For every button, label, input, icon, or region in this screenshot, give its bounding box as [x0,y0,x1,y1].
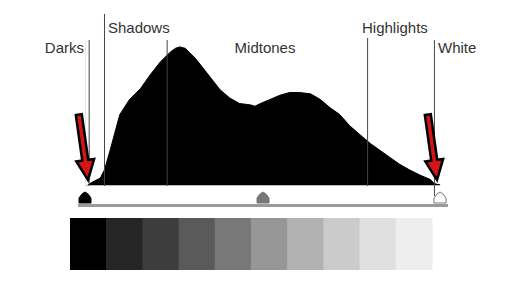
arrows [70,113,446,181]
plot-area [88,47,440,185]
white-point-handle [434,192,446,203]
black-point-handle [79,192,91,203]
boundary-line [167,40,168,186]
grayscale-strip [70,218,433,270]
annotations: Darks Shadows Midtones Highlights White [45,19,477,56]
boundary-line [367,38,368,186]
slider [78,192,448,207]
gray-swatch [142,218,179,270]
midpoint-handle [257,192,269,203]
x-axis-line [86,185,441,186]
boundary-lines [89,14,434,196]
chart-root: Darks Shadows Midtones Highlights White [0,0,530,298]
gray-swatch [106,218,143,270]
gray-swatch [70,218,107,270]
arrow-left [70,113,97,181]
gray-swatch [360,218,397,270]
annotation-label: Midtones [235,39,296,56]
gray-swatch [215,218,252,270]
gray-swatch [179,218,216,270]
x-axis [86,185,441,186]
gray-swatch [396,218,433,270]
annotation-label: Darks [45,39,84,56]
gray-swatch [287,218,324,270]
histogram-area [88,47,440,185]
boundary-line [104,14,105,186]
arrow-right [419,113,446,181]
gray-swatch [251,218,288,270]
annotation-label: Highlights [362,19,428,36]
gray-swatch [323,218,360,270]
annotation-label: Shadows [108,19,170,36]
annotation-label: White [438,39,476,56]
slider-track [78,204,448,207]
